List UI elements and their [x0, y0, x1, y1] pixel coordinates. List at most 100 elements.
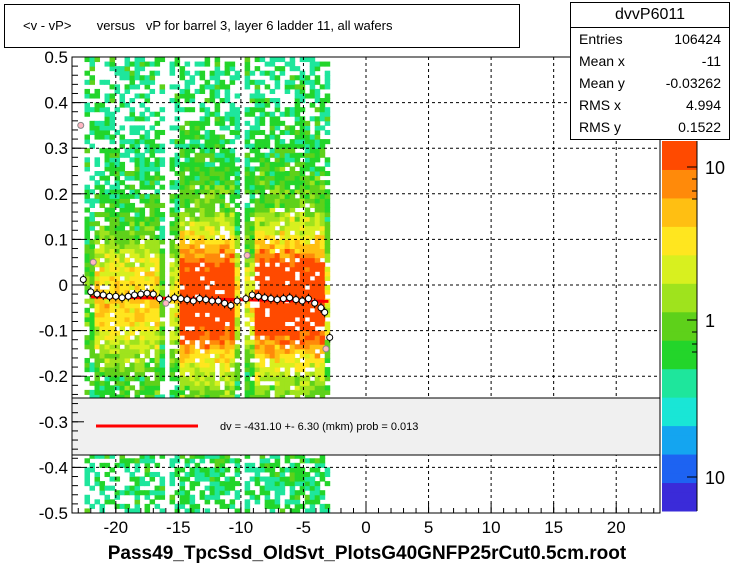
- heatmap-cell: [304, 134, 311, 140]
- heatmap-cell: [129, 376, 136, 382]
- heatmap-cell: [224, 166, 231, 172]
- heatmap-cell: [194, 389, 201, 395]
- heatmap-cell: [264, 303, 271, 309]
- heatmap-cell: [139, 321, 146, 327]
- heatmap-cell: [154, 193, 161, 199]
- heatmap-cell: [274, 394, 281, 400]
- heatmap-cell: [209, 362, 216, 368]
- heatmap-cell: [104, 307, 111, 313]
- heatmap-cell: [109, 394, 116, 400]
- heatmap-cell: [229, 376, 236, 382]
- heatmap-cell: [259, 303, 266, 309]
- heatmap-cell: [124, 312, 131, 318]
- heatmap-cell: [114, 152, 121, 158]
- heatmap-cell: [234, 481, 241, 487]
- heatmap-cell: [84, 79, 91, 85]
- heatmap-cell: [194, 139, 201, 145]
- heatmap-cell: [94, 184, 101, 190]
- heatmap-cell: [314, 148, 321, 154]
- heatmap-cell: [299, 116, 306, 122]
- heatmap-cell: [149, 184, 156, 190]
- heatmap-cell: [134, 307, 141, 313]
- heatmap-cell: [119, 335, 126, 341]
- heatmap-cell: [99, 202, 106, 208]
- heatmap-cell: [304, 262, 311, 268]
- heatmap-cell: [114, 316, 121, 322]
- heatmap-cell: [109, 271, 116, 277]
- heatmap-cell: [209, 285, 216, 291]
- heatmap-cell: [109, 134, 116, 140]
- heatmap-cell: [309, 161, 316, 167]
- heatmap-cell: [279, 243, 286, 250]
- heatmap-cell: [199, 389, 206, 395]
- heatmap-cell: [279, 275, 286, 281]
- heatmap-cell: [209, 171, 216, 177]
- heatmap-cell: [279, 467, 286, 473]
- heatmap-cell: [189, 221, 196, 227]
- heatmap-cell: [204, 266, 211, 272]
- heatmap-cell: [99, 234, 106, 240]
- heatmap-cell: [114, 348, 121, 354]
- heatmap-cell: [284, 271, 291, 277]
- heatmap-cell: [269, 189, 276, 195]
- heatmap-cell: [279, 57, 286, 63]
- heatmap-cell: [304, 148, 311, 154]
- heatmap-cell: [314, 139, 321, 145]
- heatmap-cell: [274, 257, 281, 263]
- heatmap-cell: [134, 243, 141, 250]
- heatmap-cell: [174, 234, 181, 240]
- heatmap-cell: [279, 481, 286, 487]
- profile-point: [177, 295, 185, 303]
- heatmap-cell: [114, 275, 121, 281]
- heatmap-cell: [94, 280, 101, 286]
- heatmap-cell: [89, 93, 96, 99]
- heatmap-cell: [174, 152, 181, 158]
- heatmap-cell: [219, 125, 226, 131]
- heatmap-cell: [199, 171, 206, 177]
- heatmap-cell: [254, 362, 261, 368]
- heatmap-cell: [284, 180, 291, 186]
- heatmap-cell: [219, 212, 226, 218]
- heatmap-cell: [154, 70, 161, 76]
- heatmap-cell: [209, 111, 216, 117]
- heatmap-cell: [319, 107, 326, 113]
- heatmap-cell: [154, 202, 161, 208]
- heatmap-cell: [159, 303, 166, 309]
- heatmap-cell: [84, 243, 91, 250]
- heatmap-cell: [209, 307, 216, 313]
- heatmap-cell: [174, 143, 181, 149]
- heatmap-cell: [289, 198, 296, 204]
- heatmap-cell: [194, 285, 201, 291]
- heatmap-cell: [289, 271, 296, 277]
- heatmap-cell: [234, 129, 241, 136]
- heatmap-cell: [209, 129, 216, 136]
- heatmap-cell: [229, 371, 236, 377]
- heatmap-cell: [84, 234, 91, 240]
- heatmap-cell: [309, 467, 316, 473]
- heatmap-cell: [319, 490, 326, 496]
- heatmap-cell: [284, 275, 291, 281]
- heatmap-cell: [289, 234, 296, 240]
- heatmap-cell: [104, 362, 111, 368]
- heatmap-cell: [89, 129, 96, 136]
- heatmap-cell: [244, 503, 251, 509]
- heatmap-cell: [269, 339, 276, 345]
- heatmap-cell: [299, 79, 306, 85]
- heatmap-cell: [139, 166, 146, 172]
- heatmap-cell: [304, 394, 311, 400]
- x-tick-label: -20: [103, 518, 128, 537]
- heatmap-cell: [174, 508, 181, 514]
- heatmap-cell: [314, 357, 321, 364]
- heatmap-cell: [84, 389, 91, 395]
- heatmap-cell: [134, 508, 141, 514]
- heatmap-cell: [94, 385, 101, 391]
- heatmap-cell: [244, 376, 251, 382]
- heatmap-cell: [294, 385, 301, 391]
- heatmap-cell: [324, 239, 331, 245]
- heatmap-cell: [219, 357, 226, 364]
- heatmap-cell: [294, 116, 301, 122]
- heatmap-cell: [199, 476, 206, 482]
- heatmap-cell: [94, 380, 101, 386]
- heatmap-cell: [139, 458, 146, 464]
- heatmap-cell: [179, 394, 186, 400]
